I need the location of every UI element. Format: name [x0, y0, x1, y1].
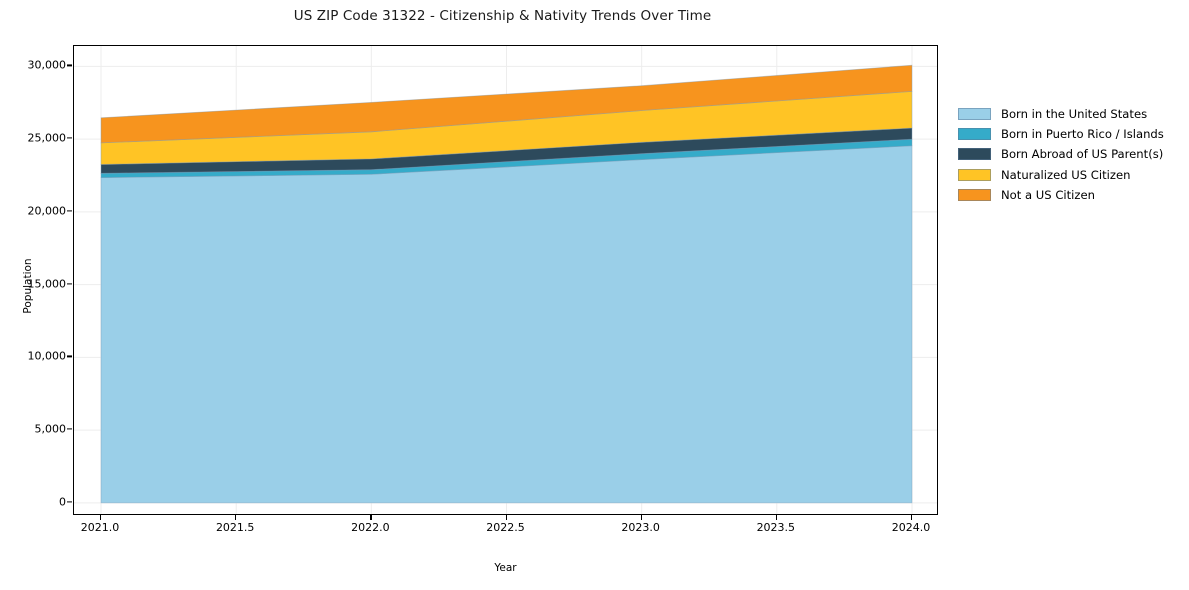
legend-item[interactable]: Born in the United States [958, 104, 1183, 124]
chart-title: US ZIP Code 31322 - Citizenship & Nativi… [293, 8, 712, 24]
y-axis-title: Population [22, 258, 34, 314]
x-tick-mark [370, 515, 372, 520]
legend-item[interactable]: Born Abroad of US Parent(s) [958, 144, 1183, 164]
y-tick-label: 5,000 [34, 422, 67, 436]
area-series-0 [100, 145, 913, 504]
y-tick-mark [67, 355, 72, 357]
x-tick-label: 2024.0 [891, 521, 931, 534]
legend-item-label: Born in Puerto Rico / Islands [1001, 127, 1164, 142]
chart-legend: Born in the United States Born in Puerto … [958, 104, 1183, 205]
legend-item[interactable]: Not a US Citizen [958, 185, 1183, 205]
x-tick-mark [235, 515, 237, 520]
y-axis-tick-label-group: 0 5,000 10,000 15,000 20,000 25,000 30,000 [4, 0, 67, 590]
x-tick-mark [505, 515, 507, 520]
legend-item-label: Born in the United States [1001, 107, 1148, 122]
x-tick-label: 2021.0 [80, 521, 120, 534]
legend-item-label: Born Abroad of US Parent(s) [1001, 147, 1164, 162]
stacked-area-plot [74, 46, 937, 514]
y-tick-label: 25,000 [27, 131, 67, 145]
legend-swatch-icon [958, 108, 991, 121]
y-tick-mark [67, 283, 72, 285]
y-tick-label: 30,000 [27, 58, 67, 72]
y-tick-label: 15,000 [27, 277, 67, 291]
y-tick-mark [67, 501, 72, 503]
legend-item-label: Naturalized US Citizen [1001, 167, 1131, 182]
x-tick-label: 2023.5 [756, 521, 796, 534]
x-tick-label: 2022.0 [351, 521, 390, 534]
legend-swatch-icon [958, 128, 991, 141]
y-tick-mark [67, 137, 72, 139]
y-tick-mark [67, 64, 72, 66]
legend-item-label: Not a US Citizen [1001, 187, 1095, 202]
legend-item[interactable]: Born in Puerto Rico / Islands [958, 124, 1183, 144]
x-tick-label: 2022.5 [486, 521, 525, 534]
x-tick-label: 2021.5 [215, 521, 255, 534]
y-tick-label: 10,000 [27, 349, 67, 363]
legend-swatch-icon [958, 148, 991, 161]
x-tick-label: 2023.0 [621, 521, 660, 534]
y-tick-mark [67, 210, 72, 212]
area-series-4 [100, 64, 913, 144]
x-tick-mark [910, 515, 913, 520]
plot-inner [74, 46, 937, 514]
y-tick-mark [67, 428, 72, 430]
x-tick-mark [640, 515, 642, 520]
y-tick-label: 20,000 [27, 204, 67, 218]
legend-swatch-icon [958, 188, 991, 201]
plot-area [73, 45, 938, 515]
y-tick-label: 0 [59, 495, 66, 509]
x-axis-title: Year [494, 562, 517, 574]
x-tick-mark [100, 515, 102, 520]
legend-swatch-icon [958, 168, 991, 181]
legend-item[interactable]: Naturalized US Citizen [958, 165, 1183, 185]
x-tick-mark [775, 515, 777, 520]
